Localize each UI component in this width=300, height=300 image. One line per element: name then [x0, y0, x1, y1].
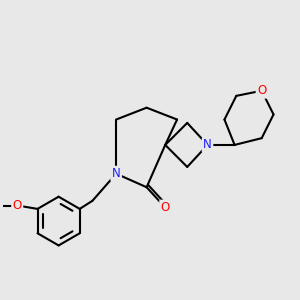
Text: O: O	[257, 84, 266, 97]
Text: N: N	[112, 167, 121, 180]
Text: O: O	[160, 201, 170, 214]
Text: N: N	[203, 138, 212, 152]
Text: O: O	[13, 199, 22, 212]
